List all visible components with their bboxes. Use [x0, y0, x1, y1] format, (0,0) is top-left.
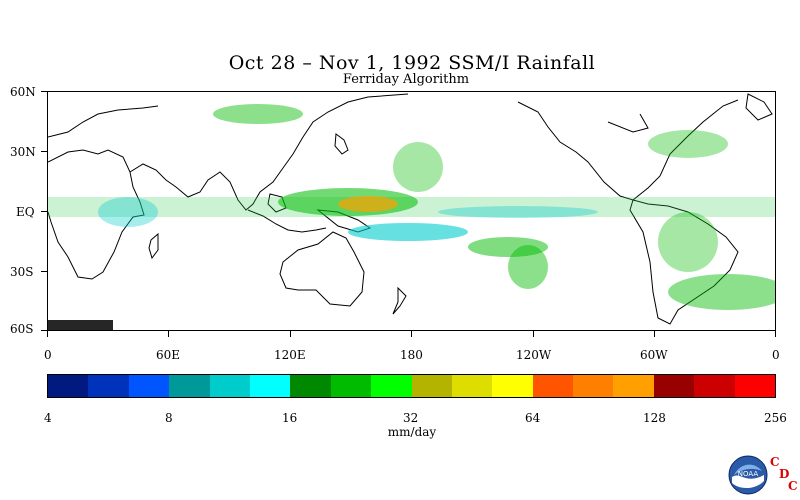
lon-tick: [533, 331, 534, 337]
lon-label-120e: 120E: [274, 348, 306, 362]
lon-label-60e: 60E: [156, 348, 181, 362]
lon-label-0-right: 0: [772, 348, 780, 362]
lon-label-60w: 60W: [640, 348, 668, 362]
lon-label-120w: 120W: [516, 348, 552, 362]
noaa-logo-icon: NOAA: [728, 455, 768, 495]
colorbar-swatch-17: [694, 375, 735, 397]
lon-tick: [775, 331, 776, 337]
colorbar-swatch-10: [411, 375, 452, 397]
colorbar-swatch-5: [209, 375, 250, 397]
colorbar-swatch-16: [653, 375, 695, 397]
lat-label-60n: 60N: [10, 85, 36, 99]
colorbar-swatch-13: [532, 375, 574, 397]
lon-tick: [411, 331, 412, 337]
colorbar-swatch-18: [734, 375, 776, 397]
lat-tick: [41, 211, 47, 212]
map-title: Oct 28 – Nov 1, 1992 SSM/I Rainfall: [228, 52, 596, 74]
rainfall-map: [47, 91, 776, 331]
colorbar-swatch-3: [128, 375, 170, 397]
colorbar-label-8: 8: [165, 411, 173, 425]
colorbar-label-64: 64: [525, 411, 541, 425]
rainfall-map-svg: [48, 93, 775, 330]
colorbar-units: mm/day: [387, 425, 437, 439]
noaa-logo-text: NOAA: [738, 470, 759, 478]
rain-bands: [48, 104, 775, 330]
lat-label-eq: EQ: [16, 205, 35, 219]
lat-tick: [41, 91, 47, 92]
colorbar-label-4: 4: [44, 411, 52, 425]
lon-tick: [168, 331, 169, 337]
lat-tick: [41, 151, 47, 152]
colorbar-swatch-2: [88, 375, 129, 397]
colorbar-swatch-4: [169, 375, 210, 397]
colorbar-label-128: 128: [643, 411, 666, 425]
colorbar-swatch-11: [451, 375, 493, 397]
colorbar-swatch-12: [492, 375, 533, 397]
lat-label-60s: 60S: [10, 322, 34, 336]
colorbar-label-256: 256: [764, 411, 787, 425]
coastlines: [48, 93, 773, 325]
lat-tick: [41, 271, 47, 272]
cdc-letter-1: C: [770, 455, 780, 469]
lon-tick: [654, 331, 655, 337]
colorbar-label-32: 32: [403, 411, 419, 425]
lon-tick: [47, 331, 48, 337]
colorbar-swatch-14: [573, 375, 614, 397]
lon-label-0-left: 0: [44, 348, 52, 362]
colorbar-swatch-6: [249, 375, 291, 397]
colorbar-swatch-15: [613, 375, 654, 397]
cdc-letter-2: D: [779, 467, 790, 481]
colorbar-swatch-8: [330, 375, 372, 397]
colorbar: [47, 374, 776, 398]
lat-tick: [41, 330, 47, 331]
colorbar-swatch-1: [48, 375, 89, 397]
lat-label-30s: 30S: [10, 265, 34, 279]
lon-label-180: 180: [400, 348, 423, 362]
lat-label-30n: 30N: [10, 145, 36, 159]
lon-tick: [290, 331, 291, 337]
colorbar-swatch-7: [290, 375, 331, 397]
colorbar-label-16: 16: [282, 411, 298, 425]
colorbar-swatch-9: [371, 375, 412, 397]
cdc-letter-3: C: [788, 479, 798, 493]
map-subtitle: Ferriday Algorithm: [342, 72, 470, 87]
